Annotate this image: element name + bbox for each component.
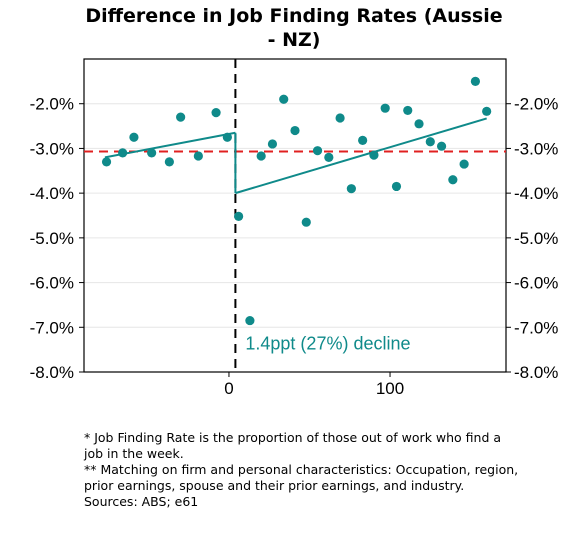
chart-notes: * Job Finding Rate is the proportion of … xyxy=(84,430,524,510)
decline-annotation: 1.4ppt (27%) decline xyxy=(245,334,410,354)
data-point-31 xyxy=(482,106,492,116)
x-tick-label-1: 100 xyxy=(376,379,404,398)
plot-frame xyxy=(83,58,507,373)
y-tick-label-right-1: -3.0% xyxy=(514,139,558,158)
data-point-27 xyxy=(436,141,447,151)
data-point-11 xyxy=(256,151,266,161)
data-point-7 xyxy=(211,108,221,118)
data-point-18 xyxy=(335,113,345,123)
y-tick-label-left-2: -4.0% xyxy=(30,184,74,203)
data-point-2 xyxy=(129,132,139,142)
data-point-16 xyxy=(312,146,323,156)
y-tick-label-left-5: -7.0% xyxy=(30,318,74,337)
y-tick-label-right-5: -7.0% xyxy=(514,318,558,337)
y-tick-label-left-3: -5.0% xyxy=(30,229,74,248)
chart-canvas: -2.0% -2.0% -3.0% -3.0% -4.0% -4.0% -5.0% -5.0%… xyxy=(30,58,558,398)
data-point-14 xyxy=(290,125,300,136)
y-tick-label-left-0: -2.0% xyxy=(30,95,74,114)
data-point-3 xyxy=(147,148,157,158)
note-matching: ** Matching on firm and personal charact… xyxy=(84,462,519,493)
y-tick-label-left-4: -6.0% xyxy=(30,274,74,293)
y-tick-label-left-6: -8.0% xyxy=(30,363,74,382)
data-point-28 xyxy=(448,175,458,185)
data-point-5 xyxy=(176,112,186,122)
data-point-19 xyxy=(346,184,356,194)
chart-title-line-2: - NZ) xyxy=(267,29,321,51)
y-tick-label-right-0: -2.0% xyxy=(514,95,558,114)
y-tick-label-right-2: -4.0% xyxy=(514,184,558,203)
data-point-24 xyxy=(403,105,413,116)
data-point-12 xyxy=(267,139,278,149)
chart-title-line-1: Difference in Job Finding Rates (Aussie xyxy=(85,5,503,27)
data-point-8 xyxy=(222,132,232,142)
data-point-22 xyxy=(380,103,390,113)
data-point-23 xyxy=(391,181,402,192)
y-tick-label-right-4: -6.0% xyxy=(514,274,558,293)
y-tick-label-right-3: -5.0% xyxy=(514,229,558,248)
data-point-26 xyxy=(425,137,435,147)
data-point-0 xyxy=(101,157,112,167)
x-tick-label-0: 0 xyxy=(224,379,233,398)
data-point-6 xyxy=(193,151,203,161)
data-point-10 xyxy=(245,315,255,326)
data-point-17 xyxy=(324,152,334,162)
data-point-15 xyxy=(301,217,311,227)
data-point-1 xyxy=(118,148,128,158)
data-point-21 xyxy=(369,150,379,160)
y-tick-label-left-1: -3.0% xyxy=(30,139,74,158)
data-point-20 xyxy=(358,135,368,145)
note-job-finding-rate: * Job Finding Rate is the proportion of … xyxy=(84,430,502,461)
data-point-9 xyxy=(234,211,244,221)
data-point-29 xyxy=(459,159,469,169)
trend-line-post xyxy=(235,117,487,195)
data-point-25 xyxy=(414,119,424,129)
chart-title: Difference in Job Finding Rates (Aussie … xyxy=(0,4,588,52)
y-tick-label-right-6: -8.0% xyxy=(514,363,558,382)
data-point-30 xyxy=(470,76,480,86)
note-sources: Sources: ABS; e61 xyxy=(84,494,199,509)
data-point-13 xyxy=(279,94,289,104)
data-point-4 xyxy=(164,157,174,167)
